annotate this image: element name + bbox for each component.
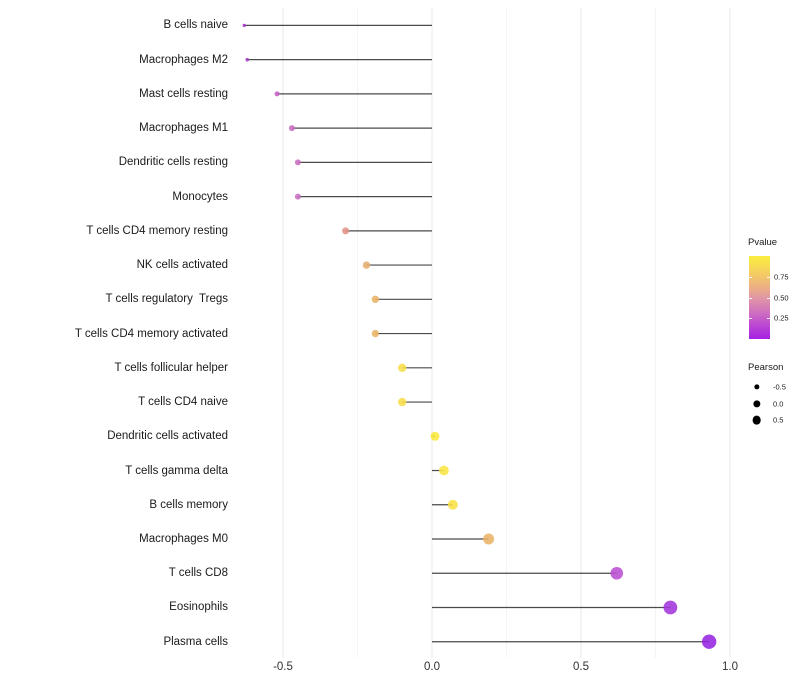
- category-label: T cells CD4 memory resting: [86, 224, 228, 237]
- category-label: T cells CD4 memory activated: [74, 327, 228, 340]
- pearson-legend-label: 0.5: [773, 415, 784, 425]
- lollipop-dot: [439, 465, 449, 476]
- category-label: T cells follicular helper: [114, 361, 228, 374]
- lollipop-dot: [483, 533, 495, 545]
- lollipop-dot: [294, 159, 301, 166]
- lollipop-dot: [398, 397, 407, 407]
- category-label: Macrophages M2: [139, 53, 228, 66]
- lollipop-dot: [294, 193, 301, 200]
- lollipop-dot: [398, 363, 407, 372]
- pvalue-colorbar-notch: [749, 276, 752, 278]
- x-tick-label: 0.5: [573, 661, 589, 673]
- pvalue-colorbar-notch: [749, 318, 752, 320]
- pvalue-tick-label: 0.75: [774, 272, 789, 282]
- lollipop-dot: [245, 57, 250, 62]
- lollipop-dot: [701, 634, 717, 649]
- pearson-legend-label: 0.0: [773, 399, 784, 408]
- lollipop-dot: [610, 566, 624, 580]
- x-tick-label: -0.5: [273, 661, 293, 673]
- lollipop-dot: [663, 600, 678, 615]
- category-label: Eosinophils: [169, 601, 228, 614]
- lollipop-dot: [371, 295, 380, 304]
- legend-pvalue-title: Pvalue: [748, 237, 778, 248]
- lollipop-dot: [430, 431, 440, 441]
- lollipop-dot: [242, 23, 246, 28]
- lollipop-dot: [342, 227, 350, 235]
- legend-pearson-title: Pearson: [748, 362, 784, 373]
- category-label: T cells CD8: [168, 567, 228, 580]
- x-tick-label: 1.0: [722, 661, 738, 673]
- lollipop-dot: [274, 91, 280, 97]
- category-label: B cells naive: [163, 19, 228, 32]
- category-label: T cells regulatory Tregs: [105, 293, 228, 306]
- x-tick-label: 0.0: [424, 661, 440, 673]
- lollipop-dot: [371, 329, 380, 338]
- category-label: Dendritic cells resting: [118, 156, 228, 169]
- pvalue-tick-label: 0.25: [774, 313, 789, 323]
- pvalue-colorbar: [749, 256, 770, 339]
- category-label: Macrophages M0: [139, 533, 228, 545]
- category-label: NK cells activated: [136, 259, 228, 272]
- category-label: Plasma cells: [163, 635, 228, 648]
- lollipop-dot: [288, 125, 295, 132]
- category-label: Dendritic cells activated: [107, 430, 228, 443]
- pearson-legend-dot: [752, 399, 761, 408]
- lollipop-dot: [447, 499, 458, 510]
- category-label: T cells CD4 naive: [138, 396, 228, 409]
- pearson-legend-label: -0.5: [773, 382, 786, 392]
- category-label: B cells memory: [149, 498, 228, 511]
- category-label: Macrophages M1: [139, 122, 228, 135]
- category-label: Monocytes: [172, 190, 228, 203]
- pearson-legend-dot: [753, 384, 760, 390]
- category-label: T cells gamma delta: [125, 464, 228, 477]
- pvalue-colorbar-notch: [767, 318, 770, 320]
- pearson-legend-dot: [752, 415, 761, 425]
- pvalue-tick-label: 0.50: [774, 293, 789, 302]
- pvalue-colorbar-notch: [767, 276, 770, 278]
- lollipop-dot: [362, 261, 371, 269]
- category-label: Mast cells resting: [139, 87, 228, 100]
- pvalue-colorbar-notch: [749, 297, 752, 299]
- pvalue-colorbar-notch: [767, 297, 770, 299]
